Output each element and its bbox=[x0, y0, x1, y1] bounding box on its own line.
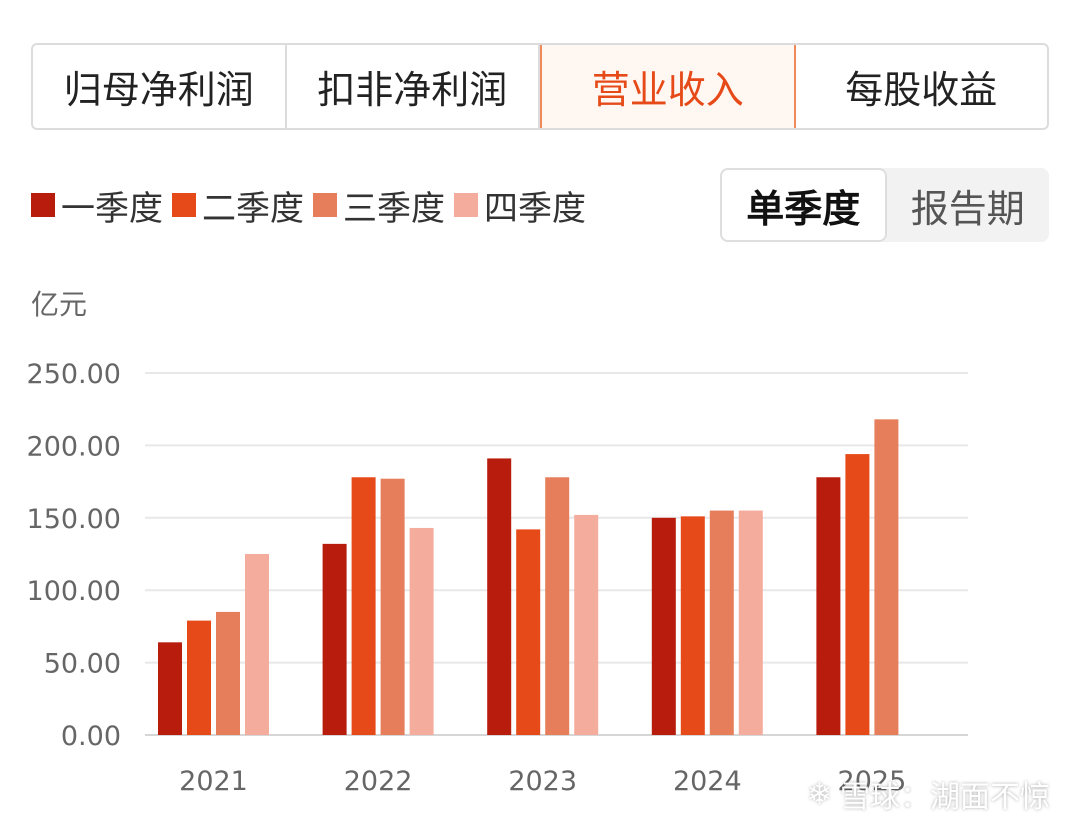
bar bbox=[322, 543, 347, 735]
legend-label-q1: 一季度 bbox=[61, 188, 163, 229]
chart-legend: 一季度 二季度 三季度 四季度 bbox=[31, 180, 595, 230]
x-tick-label: 2021 bbox=[179, 766, 248, 797]
period-toggle: 单季度 报告期 bbox=[720, 168, 1049, 242]
watermark-text: 雪球：湖面不惊 bbox=[840, 780, 1050, 815]
x-tick-label: 2022 bbox=[344, 766, 413, 797]
snowball-logo-icon: ❄ bbox=[806, 776, 832, 812]
bar bbox=[409, 527, 434, 735]
toggle-single-quarter[interactable]: 单季度 bbox=[720, 168, 887, 242]
y-tick-label: 150.00 bbox=[27, 504, 121, 535]
bar bbox=[709, 510, 734, 735]
y-tick-label: 50.00 bbox=[44, 649, 121, 680]
tab-net-profit[interactable]: 归母净利润 bbox=[33, 45, 287, 128]
y-axis-unit-label: 亿元 bbox=[31, 288, 88, 321]
revenue-bar-chart: 0.00 50.00 100.00 150.00 200.00 250.00 2021 202… bbox=[27, 359, 968, 797]
bar bbox=[738, 510, 763, 735]
tab-deducted-net-profit[interactable]: 扣非净利润 bbox=[287, 45, 540, 128]
tab-revenue[interactable]: 营业收入 bbox=[540, 45, 796, 128]
bar bbox=[245, 554, 269, 735]
x-tick-label: 2023 bbox=[508, 766, 577, 797]
legend-swatch-q4 bbox=[454, 193, 478, 217]
y-tick-label: 250.00 bbox=[27, 359, 121, 390]
x-tick-label: 2024 bbox=[673, 766, 742, 797]
legend-label-q2: 二季度 bbox=[202, 188, 304, 229]
bar bbox=[574, 514, 599, 735]
y-tick-label: 200.00 bbox=[27, 431, 121, 462]
legend-swatch-q2 bbox=[172, 193, 196, 217]
legend-swatch-q3 bbox=[313, 193, 337, 217]
toggle-report-period[interactable]: 报告期 bbox=[910, 186, 1025, 231]
bar bbox=[680, 516, 705, 735]
y-tick-label: 0.00 bbox=[61, 721, 121, 752]
bar bbox=[874, 419, 899, 735]
legend-item-q2[interactable]: 二季度 bbox=[172, 181, 304, 230]
x-tick-label: 2025 bbox=[838, 766, 907, 797]
bar bbox=[216, 611, 240, 735]
legend-label-q3: 三季度 bbox=[343, 188, 445, 229]
bar bbox=[516, 529, 541, 735]
tab-eps[interactable]: 每股收益 bbox=[845, 68, 998, 112]
bar bbox=[816, 477, 841, 735]
bar bbox=[380, 478, 405, 735]
watermark: ❄ 雪球：湖面不惊 bbox=[807, 772, 1050, 816]
legend-swatch-q1 bbox=[31, 193, 55, 217]
metric-tabs: 归母净利润 扣非净利润 营业收入 每股收益 bbox=[31, 43, 1049, 130]
legend-label-q4: 四季度 bbox=[484, 188, 586, 229]
bar bbox=[351, 477, 376, 735]
bar bbox=[158, 642, 182, 735]
bar bbox=[545, 477, 570, 735]
legend-item-q1[interactable]: 一季度 bbox=[31, 181, 163, 230]
bar bbox=[187, 620, 211, 735]
y-tick-label: 100.00 bbox=[27, 576, 121, 607]
bar bbox=[487, 458, 512, 735]
bar bbox=[845, 454, 870, 735]
legend-item-q4[interactable]: 四季度 bbox=[454, 181, 586, 230]
bar bbox=[651, 517, 676, 735]
legend-item-q3[interactable]: 三季度 bbox=[313, 181, 445, 230]
